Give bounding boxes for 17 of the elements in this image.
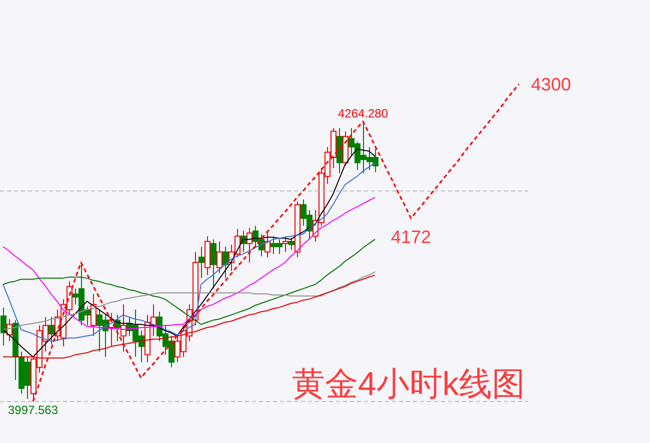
candlestick — [210, 238, 216, 290]
candlestick — [288, 238, 294, 250]
text: 黄金4小时k线图 — [292, 364, 525, 404]
candlestick — [222, 246, 228, 279]
annotation: 3997.563 — [8, 402, 58, 417]
candlestick — [198, 246, 204, 279]
candlestick — [264, 230, 270, 258]
candlestick — [90, 293, 96, 336]
candlestick — [282, 236, 288, 252]
candlestick — [0, 307, 6, 346]
text: 4300 — [531, 74, 572, 94]
candlestick — [216, 240, 222, 274]
candlestick — [120, 304, 126, 352]
candlestick — [48, 316, 54, 345]
annotation: 4172 — [390, 227, 432, 248]
annotation: 4264.280 — [338, 106, 388, 120]
candlestick — [246, 227, 252, 263]
